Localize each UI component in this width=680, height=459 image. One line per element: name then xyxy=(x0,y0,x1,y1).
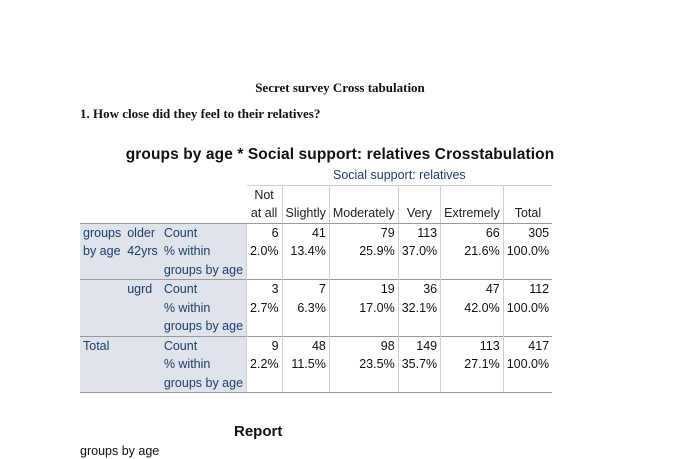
table-cell: 37.0% xyxy=(398,242,442,280)
table-cell: 113 xyxy=(440,335,504,355)
table-cell: 47 xyxy=(440,279,504,299)
table-cell: 25.9% xyxy=(329,242,399,280)
table-cell: 7 xyxy=(282,279,330,299)
question-heading: 1. How close did they feel to their rela… xyxy=(80,106,321,121)
table-cell: 27.1% xyxy=(440,355,504,393)
col-header-not-at-all: Not at all xyxy=(246,185,283,224)
report-subtitle: groups by age xyxy=(80,444,160,458)
table-cell: 48 xyxy=(282,335,330,355)
table-cell: 9 xyxy=(246,335,283,355)
table-cell: 11.5% xyxy=(282,355,330,393)
table-cell: 2.2% xyxy=(246,355,283,393)
report-title: Report xyxy=(234,423,283,440)
table-cell: 3 xyxy=(246,279,283,299)
table-cell: 2.0% xyxy=(246,242,283,280)
table-cell: 98 xyxy=(329,335,399,355)
table-cell: 41 xyxy=(282,223,330,242)
table-cell: 79 xyxy=(329,223,399,242)
stat-label-count: Count xyxy=(160,223,248,242)
table-cell: 149 xyxy=(398,335,442,355)
table-cell: 32.1% xyxy=(398,298,442,336)
stat-label-pct: % within groups by age xyxy=(160,242,248,280)
row-label-groups-by-age-2: by age xyxy=(80,242,125,280)
document-title: Secret survey Cross tabulation xyxy=(255,80,425,95)
row-label-groups-by-age: groups xyxy=(80,223,125,242)
table-cell: 6 xyxy=(246,223,283,242)
stat-label-pct: % within groups by age xyxy=(160,355,248,393)
table-cell: 113 xyxy=(398,223,442,242)
stat-label-count: Count xyxy=(160,279,248,299)
table-cell: 35.7% xyxy=(398,355,442,393)
col-header-extremely: Extremely xyxy=(440,185,504,224)
row-label-ugrd: ugrd xyxy=(124,279,161,299)
row-label-older-2: 42yrs xyxy=(124,242,161,280)
row-label-total: Total xyxy=(80,335,125,355)
col-header-slightly: Slightly xyxy=(282,185,330,224)
table-cell: 112 xyxy=(503,279,553,299)
supergroup-header: Social support: relatives xyxy=(246,166,553,186)
table-cell: 66 xyxy=(440,223,504,242)
table-cell: 100.0% xyxy=(503,242,553,280)
table-cell: 13.4% xyxy=(282,242,330,280)
crosstab-table: Social support: relatives Not at all Slig… xyxy=(80,166,553,393)
table-cell: 21.6% xyxy=(440,242,504,280)
table-cell: 100.0% xyxy=(503,355,553,393)
table-cell: 23.5% xyxy=(329,355,399,393)
table-cell: 36 xyxy=(398,279,442,299)
crosstab-title: groups by age * Social support: relative… xyxy=(125,146,555,163)
table-cell: 2.7% xyxy=(246,298,283,336)
row-label-older: older xyxy=(124,223,161,242)
stat-label-count: Count xyxy=(160,335,248,355)
table-cell: 100.0% xyxy=(503,298,553,336)
table-cell: 17.0% xyxy=(329,298,399,336)
table-cell: 6.3% xyxy=(282,298,330,336)
table-cell: 305 xyxy=(503,223,553,242)
col-header-total: Total xyxy=(503,185,553,224)
col-header-moderately: Moderately xyxy=(329,185,399,224)
table-cell: 19 xyxy=(329,279,399,299)
table-cell: 417 xyxy=(503,335,553,355)
table-cell: 42.0% xyxy=(440,298,504,336)
col-header-very: Very xyxy=(398,185,442,224)
stat-label-pct: % within groups by age xyxy=(160,298,248,336)
